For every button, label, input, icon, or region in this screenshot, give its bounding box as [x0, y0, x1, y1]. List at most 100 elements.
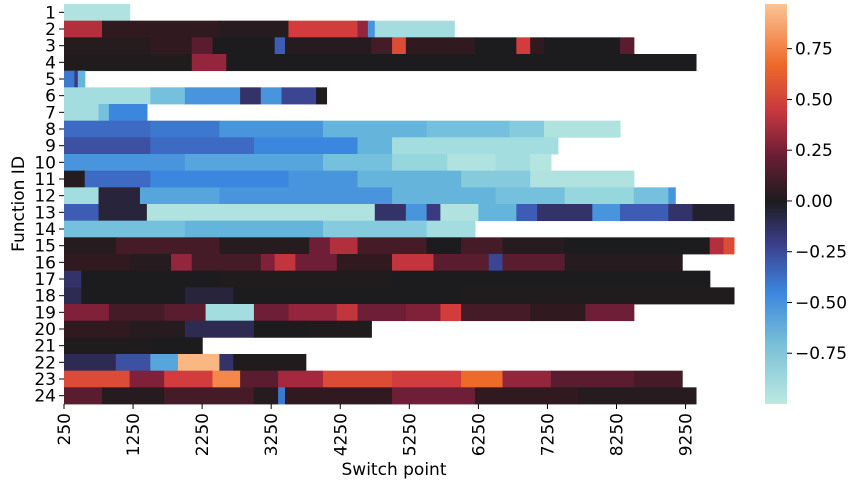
y-tick-label: 23 [34, 370, 56, 390]
heatmap-cell [426, 220, 476, 238]
heatmap-cell [64, 137, 151, 155]
heatmap-cell [274, 37, 286, 55]
y-tick-label: 20 [34, 320, 56, 340]
y-tick-label: 18 [34, 287, 56, 307]
heatmap-cell [81, 287, 186, 305]
heatmap-cell [316, 87, 328, 105]
heatmap-cell [392, 37, 407, 55]
heatmap-cell [64, 54, 193, 72]
heatmap-cell [191, 37, 214, 55]
heatmap-cell [440, 204, 479, 222]
x-tick-label: 250 [55, 413, 75, 445]
y-tick-label: 1 [45, 3, 56, 23]
heatmap-cell [336, 304, 359, 322]
heatmap-cell [309, 320, 372, 338]
heatmap-cell [64, 104, 100, 122]
y-tick-label: 7 [45, 103, 56, 123]
heatmap-cell [233, 287, 462, 305]
heatmap-cell [240, 370, 279, 388]
y-tick-label: 10 [34, 153, 56, 173]
heatmap-cell [592, 204, 621, 222]
heatmap-cell [288, 304, 338, 322]
heatmap-cell [668, 187, 676, 205]
heatmap-cell [260, 87, 283, 105]
colorbar [765, 4, 787, 404]
heatmap-cell [150, 354, 179, 372]
heatmap-cell [171, 254, 193, 272]
heatmap-cell [64, 20, 103, 38]
y-tick-label: 21 [34, 337, 56, 357]
y-tick-label: 6 [45, 87, 56, 107]
heatmap-cell [405, 304, 441, 322]
heatmap-cell [64, 320, 131, 338]
heatmap-cell [146, 204, 376, 222]
heatmap-cell [253, 387, 279, 405]
x-tick-label: 6250 [469, 413, 489, 456]
heatmap-cell [219, 354, 234, 372]
heatmap-cell [129, 320, 186, 338]
colorbar-tick-label: −0.50 [795, 293, 847, 313]
heatmap-cell [129, 254, 172, 272]
heatmap-cell [564, 254, 683, 272]
heatmap-cell [357, 20, 369, 38]
heatmap-cell [81, 270, 220, 288]
heatmap-cell [447, 154, 497, 172]
heatmap-cell [64, 4, 131, 22]
y-axis-label: Function ID [9, 156, 29, 252]
x-tick-label: 9250 [677, 413, 697, 456]
y-tick-label: 19 [34, 303, 56, 323]
heatmap-cell [253, 137, 359, 155]
heatmap-cell [184, 220, 324, 238]
heatmap-cell [478, 204, 517, 222]
heatmap-cell [150, 337, 203, 355]
heatmap-cell [219, 187, 393, 205]
y-tick-label: 9 [45, 137, 56, 157]
heatmap-cell [150, 37, 193, 55]
heatmap-cell [288, 170, 359, 188]
x-tick-label: 3250 [262, 413, 282, 456]
heatmap-cell [212, 37, 276, 55]
x-axis-ticks: 250 1250 2250 3250 4250 5250 6250 7250 8250 9250 [55, 404, 697, 456]
heatmap-cell [219, 270, 393, 288]
heatmap-cell [115, 237, 220, 255]
x-tick-label: 5250 [400, 413, 420, 456]
heatmap-cell [633, 187, 669, 205]
heatmap-cell [543, 120, 621, 138]
heatmap-cell [150, 120, 220, 138]
heatmap-cell [84, 170, 151, 188]
colorbar-tick-label: −0.25 [795, 243, 847, 263]
heatmap-cell [440, 304, 462, 322]
x-tick-label: 7250 [538, 413, 558, 456]
heatmap-cell [530, 170, 635, 188]
heatmap-cell [64, 37, 151, 55]
heatmap-cell [488, 254, 504, 272]
heatmap-cell [530, 154, 552, 172]
heatmap-cell [98, 104, 110, 122]
heatmap-cell [219, 120, 324, 138]
heatmap-cell [461, 304, 531, 322]
heatmap-cell [150, 137, 255, 155]
heatmap-cell [474, 37, 517, 55]
y-tick-label: 11 [34, 170, 56, 190]
heatmap-cell [357, 137, 393, 155]
heatmap-cell [281, 87, 317, 105]
heatmap-cell [184, 154, 324, 172]
heatmap-cell [278, 370, 324, 388]
heatmap-cell [578, 387, 697, 405]
heatmap-cell [288, 20, 359, 38]
heatmap-cell [405, 204, 428, 222]
heatmap-cell [274, 254, 296, 272]
heatmap-cell [64, 304, 110, 322]
heatmap-cell [426, 237, 462, 255]
y-tick-label: 12 [34, 187, 56, 207]
heatmap-cell [392, 254, 435, 272]
heatmap-rows [64, 4, 735, 405]
colorbar-tick-label: 0.25 [795, 141, 833, 161]
heatmap-cell [537, 204, 593, 222]
heatmap-cell [64, 70, 75, 88]
heatmap-cell [64, 120, 151, 138]
heatmap-cell [64, 170, 86, 188]
heatmap-cell [64, 220, 186, 238]
heatmap-cell [164, 304, 207, 322]
heatmap-cell [357, 304, 407, 322]
